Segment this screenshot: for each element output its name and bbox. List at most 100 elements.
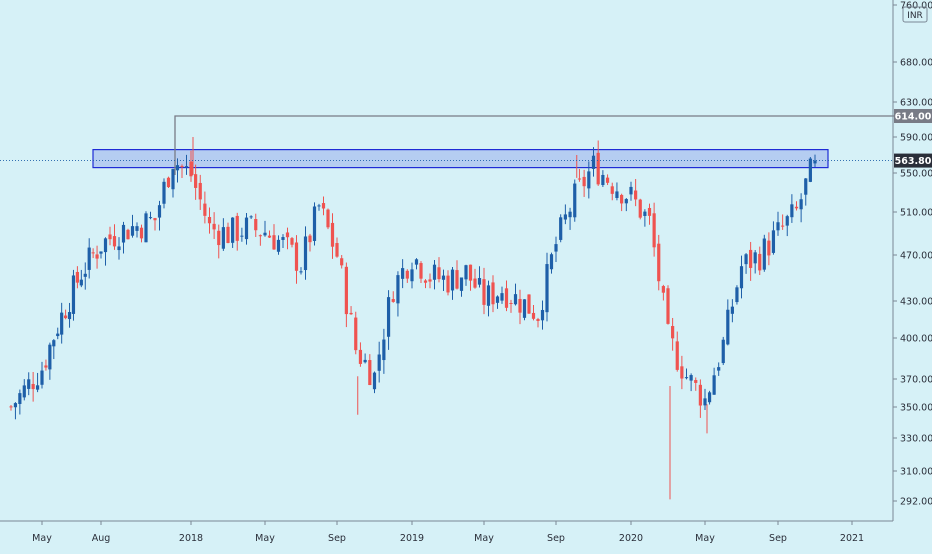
candle-body	[473, 278, 477, 288]
y-tick-label: 760.00	[900, 1, 932, 12]
candle	[624, 198, 628, 212]
candle-body	[335, 243, 339, 257]
candle	[244, 213, 249, 245]
candle	[610, 182, 614, 201]
candle	[60, 302, 64, 344]
candle-body	[175, 165, 180, 171]
candle	[790, 194, 794, 223]
candle-body	[184, 166, 189, 168]
candle-body	[730, 306, 734, 314]
candle-body	[446, 275, 450, 293]
candle	[794, 201, 799, 211]
candle-body	[126, 229, 130, 240]
candle	[634, 178, 638, 207]
candle	[671, 317, 675, 351]
candle-body	[358, 349, 363, 364]
candle	[226, 222, 230, 244]
candle-body	[203, 203, 207, 216]
y-tick-label: 370.00	[900, 375, 932, 386]
candle-body	[27, 379, 31, 389]
candle	[240, 227, 244, 242]
candle-body	[813, 160, 817, 164]
candle	[643, 209, 647, 227]
candle	[335, 237, 339, 258]
candle-body	[344, 266, 348, 315]
candle-body	[624, 199, 628, 204]
candle	[112, 224, 117, 250]
candle	[180, 164, 184, 178]
candle	[103, 237, 108, 266]
candle	[139, 224, 144, 243]
candle-body	[455, 270, 459, 289]
candle-body	[450, 269, 455, 291]
candle-body	[634, 190, 638, 200]
candle	[657, 234, 661, 291]
y-tick-label: 550.00	[900, 169, 932, 180]
candle	[9, 404, 13, 411]
candle	[468, 264, 473, 291]
candle	[694, 377, 698, 391]
candle	[44, 359, 48, 371]
candle	[126, 228, 130, 240]
candle-body	[44, 365, 48, 368]
candle-body	[587, 171, 591, 189]
candle	[638, 198, 642, 220]
candle-body	[272, 235, 276, 250]
candle	[582, 169, 586, 197]
candle-body	[531, 312, 536, 319]
candle-body	[661, 286, 665, 293]
candle-body	[258, 235, 262, 237]
candle	[446, 270, 450, 296]
candle	[281, 234, 285, 249]
x-tick-label: May	[474, 533, 494, 544]
candle-body	[189, 161, 193, 177]
candle	[808, 157, 812, 183]
candle-body	[221, 227, 225, 249]
candle	[358, 342, 363, 367]
candle	[423, 279, 428, 289]
candle	[130, 214, 135, 238]
candle-body	[401, 268, 405, 279]
candle-body	[504, 288, 509, 308]
candle	[75, 266, 79, 289]
candle-body	[212, 223, 216, 230]
candle	[559, 214, 563, 243]
candle-body	[35, 385, 40, 390]
candle-body	[582, 176, 586, 187]
candle	[52, 339, 56, 360]
currency-badge[interactable]	[902, 6, 928, 23]
candle	[35, 372, 40, 393]
candle-body	[726, 309, 730, 345]
candle	[459, 277, 464, 297]
candle	[455, 260, 459, 290]
candle	[652, 202, 656, 257]
candle	[486, 280, 491, 317]
y-tick-label: 430.00	[900, 297, 932, 308]
candle	[326, 208, 330, 230]
candle	[767, 232, 771, 266]
candle	[554, 236, 558, 262]
x-tick-label: May	[695, 533, 715, 544]
candle	[482, 267, 486, 315]
candle-body	[386, 297, 391, 337]
candle	[450, 266, 455, 300]
x-tick-label: Sep	[769, 533, 787, 544]
candle-body	[103, 238, 108, 253]
candle	[396, 271, 400, 317]
candle-body	[79, 279, 83, 286]
candle-body	[615, 191, 619, 198]
candle-body	[117, 246, 121, 251]
candle	[91, 248, 95, 259]
candle	[531, 304, 536, 321]
candle	[382, 328, 386, 374]
candle	[753, 250, 757, 274]
resistance-zone[interactable]	[92, 149, 829, 169]
candle-body	[785, 216, 789, 226]
resistance-line[interactable]	[174, 115, 932, 175]
candle-body	[518, 298, 522, 313]
candle-body	[739, 266, 744, 289]
candle-body	[52, 340, 56, 347]
candle	[587, 161, 591, 199]
